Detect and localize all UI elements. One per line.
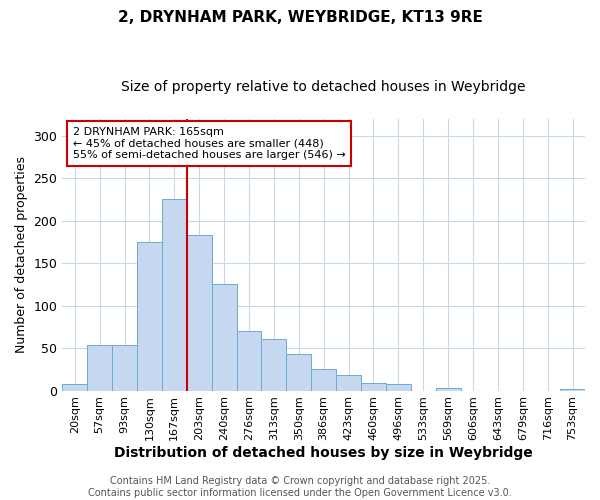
Bar — [162, 200, 187, 390]
Bar — [262, 339, 286, 390]
Text: 2, DRYNHAM PARK, WEYBRIDGE, KT13 9RE: 2, DRYNHAM PARK, WEYBRIDGE, KT13 9RE — [118, 10, 482, 25]
Title: Size of property relative to detached houses in Weybridge: Size of property relative to detached ho… — [121, 80, 526, 94]
Bar — [87, 344, 112, 391]
Text: 2 DRYNHAM PARK: 165sqm
← 45% of detached houses are smaller (448)
55% of semi-de: 2 DRYNHAM PARK: 165sqm ← 45% of detached… — [73, 127, 346, 160]
Bar — [212, 284, 236, 391]
Bar — [436, 388, 461, 390]
Bar — [236, 331, 262, 390]
Bar — [361, 383, 386, 390]
Bar — [336, 376, 361, 390]
Bar — [386, 384, 411, 390]
Text: Contains HM Land Registry data © Crown copyright and database right 2025.
Contai: Contains HM Land Registry data © Crown c… — [88, 476, 512, 498]
Bar — [137, 242, 162, 390]
Y-axis label: Number of detached properties: Number of detached properties — [15, 156, 28, 353]
Bar — [187, 235, 212, 390]
Bar — [286, 354, 311, 391]
Bar — [311, 370, 336, 390]
Bar — [560, 389, 585, 390]
X-axis label: Distribution of detached houses by size in Weybridge: Distribution of detached houses by size … — [114, 446, 533, 460]
Bar — [112, 344, 137, 391]
Bar — [62, 384, 87, 390]
